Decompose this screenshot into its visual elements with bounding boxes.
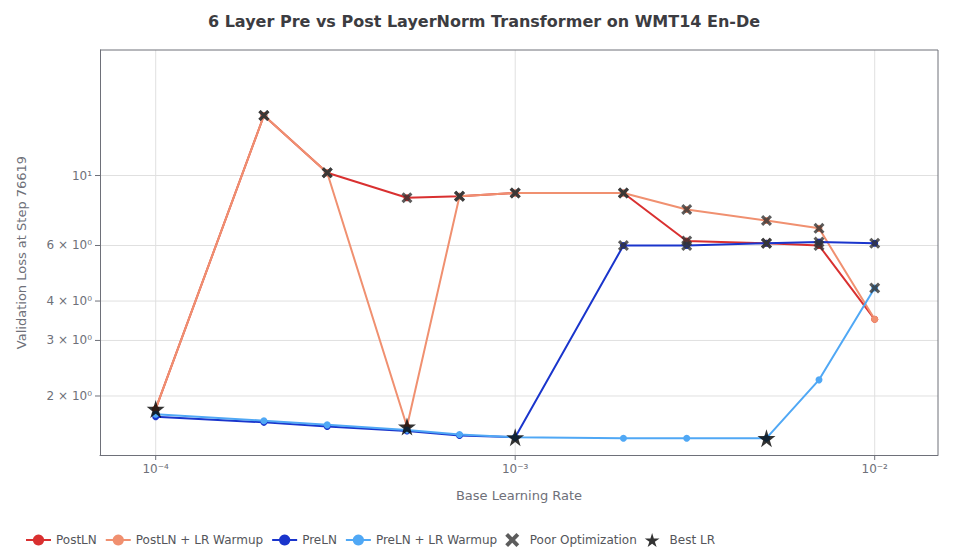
svg-text:4 × 10⁰: 4 × 10⁰	[47, 294, 93, 308]
svg-text:Base Learning Rate: Base Learning Rate	[456, 488, 582, 503]
svg-text:10⁻⁴: 10⁻⁴	[142, 462, 169, 476]
svg-text:PostLN: PostLN	[56, 533, 97, 547]
svg-text:Poor Optimization: Poor Optimization	[530, 533, 637, 547]
svg-text:6 Layer Pre vs Post LayerNorm: 6 Layer Pre vs Post LayerNorm Transforme…	[208, 12, 760, 31]
svg-text:Validation Loss at Step 76619: Validation Loss at Step 76619	[14, 156, 29, 349]
svg-text:PreLN: PreLN	[302, 533, 337, 547]
svg-text:PostLN + LR Warmup: PostLN + LR Warmup	[136, 533, 263, 547]
svg-text:10⁻²: 10⁻²	[861, 462, 888, 476]
svg-text:PreLN + LR Warmup: PreLN + LR Warmup	[376, 533, 497, 547]
svg-text:6 × 10⁰: 6 × 10⁰	[47, 238, 93, 252]
svg-text:3 × 10⁰: 3 × 10⁰	[47, 333, 93, 347]
svg-text:2 × 10⁰: 2 × 10⁰	[47, 389, 93, 403]
svg-text:Best LR: Best LR	[670, 533, 715, 547]
svg-text:10¹: 10¹	[72, 169, 92, 183]
svg-text:10⁻³: 10⁻³	[502, 462, 529, 476]
